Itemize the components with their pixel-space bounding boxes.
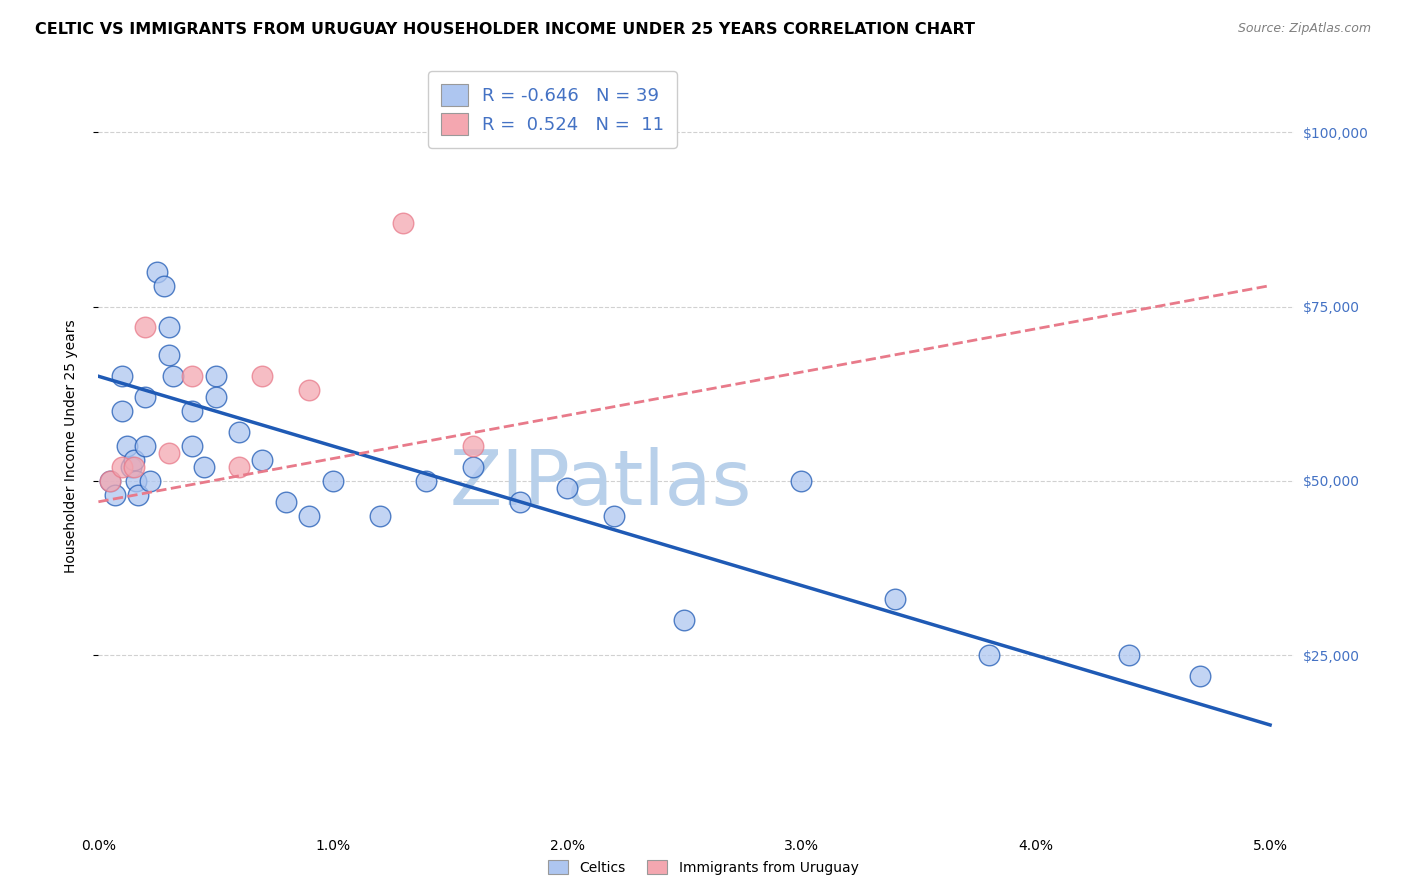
Point xyxy=(1118,648,1140,663)
Text: Source: ZipAtlas.com: Source: ZipAtlas.com xyxy=(1237,22,1371,36)
Point xyxy=(1188,669,1211,683)
Point xyxy=(157,446,180,460)
Point xyxy=(204,390,226,404)
Point xyxy=(98,474,121,488)
Point xyxy=(415,474,437,488)
Point xyxy=(162,369,184,384)
Point xyxy=(884,592,907,607)
Point xyxy=(204,369,226,384)
Point xyxy=(122,453,145,467)
Point xyxy=(157,320,180,334)
Point xyxy=(193,459,215,474)
Legend: Celtics, Immigrants from Uruguay: Celtics, Immigrants from Uruguay xyxy=(543,855,863,880)
Point xyxy=(181,404,204,418)
Point xyxy=(368,508,391,523)
Text: ZIPatlas: ZIPatlas xyxy=(449,448,752,521)
Point xyxy=(392,216,415,230)
Point xyxy=(146,265,169,279)
Point xyxy=(463,459,485,474)
Point xyxy=(134,320,156,334)
Point xyxy=(120,459,142,474)
Y-axis label: Householder Income Under 25 years: Householder Income Under 25 years xyxy=(63,319,77,573)
Point xyxy=(111,459,134,474)
Point xyxy=(603,508,626,523)
Point xyxy=(134,439,156,453)
Point xyxy=(555,481,578,495)
Point xyxy=(252,369,274,384)
Point xyxy=(104,488,127,502)
Point xyxy=(228,459,250,474)
Point xyxy=(181,369,204,384)
Point xyxy=(111,369,134,384)
Point xyxy=(298,508,321,523)
Point xyxy=(977,648,1000,663)
Point xyxy=(790,474,813,488)
Point xyxy=(122,459,145,474)
Point xyxy=(157,348,180,362)
Point xyxy=(274,495,297,509)
Text: CELTIC VS IMMIGRANTS FROM URUGUAY HOUSEHOLDER INCOME UNDER 25 YEARS CORRELATION : CELTIC VS IMMIGRANTS FROM URUGUAY HOUSEH… xyxy=(35,22,976,37)
Point xyxy=(228,425,250,439)
Point xyxy=(115,439,138,453)
Point xyxy=(298,383,321,397)
Point xyxy=(134,390,156,404)
Point xyxy=(111,404,134,418)
Point xyxy=(98,474,121,488)
Point xyxy=(139,474,162,488)
Point xyxy=(673,613,696,627)
Point xyxy=(252,453,274,467)
Point xyxy=(127,488,149,502)
Point xyxy=(153,278,176,293)
Point xyxy=(125,474,148,488)
Legend: R = -0.646   N = 39, R =  0.524   N =  11: R = -0.646 N = 39, R = 0.524 N = 11 xyxy=(429,71,676,148)
Point xyxy=(322,474,344,488)
Point xyxy=(509,495,531,509)
Point xyxy=(181,439,204,453)
Point xyxy=(463,439,485,453)
